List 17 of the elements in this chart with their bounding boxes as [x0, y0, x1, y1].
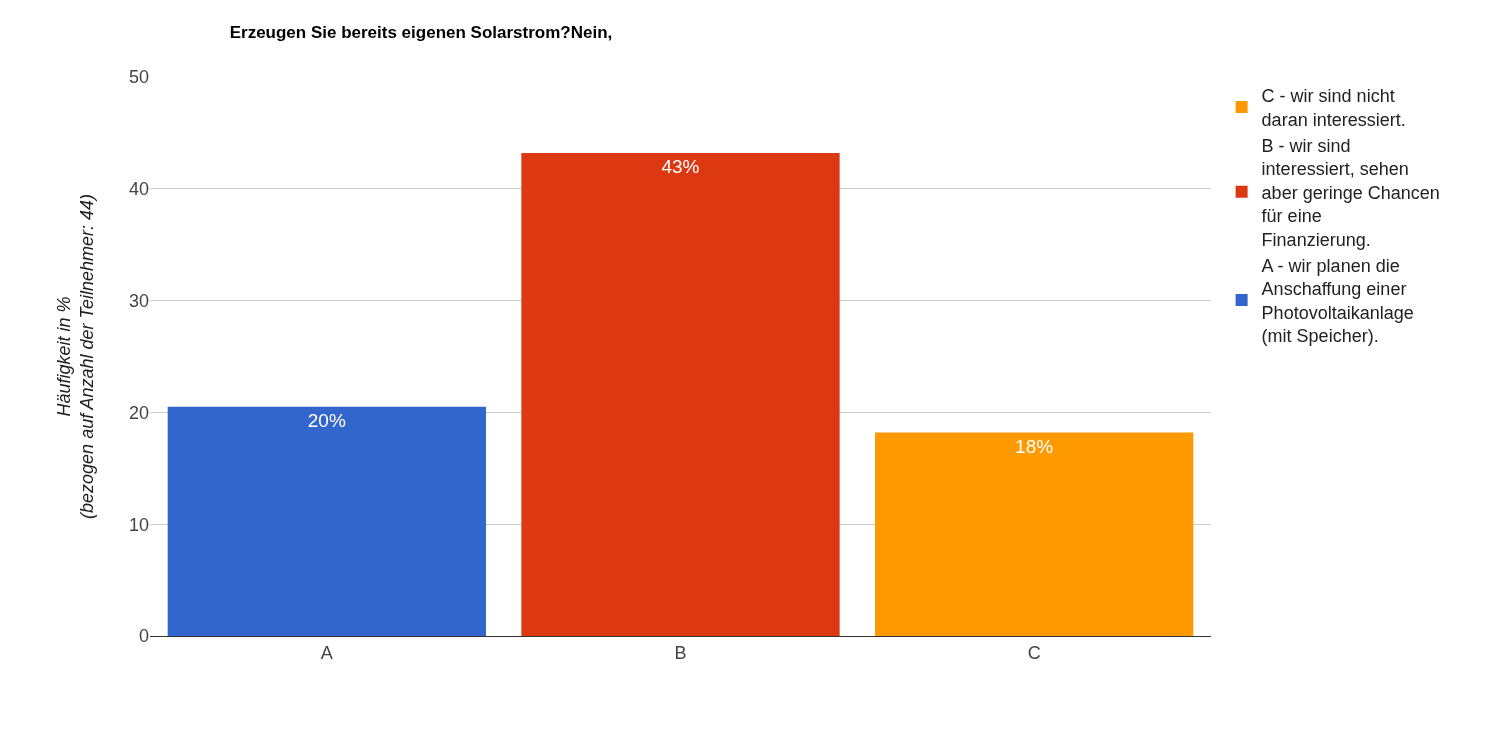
data-label: 43%	[661, 156, 700, 178]
x-tick-label: C	[1027, 642, 1041, 663]
legend-label: A - wir planen die Anschaffung einer Photovoltaikanlage (mit Speicher).	[1261, 256, 1414, 347]
y-tick-label: 20	[128, 402, 149, 423]
legend-label: C - wir sind nicht daran interessiert.	[1261, 86, 1406, 130]
x-tick-label: B	[674, 642, 687, 663]
y-tick-label: 10	[128, 514, 149, 535]
y-tick-label: 50	[128, 67, 149, 88]
y-tick-label: 30	[128, 290, 149, 311]
chart-title: Erzeugen Sie bereits eigenen Solarstrom?Nein,	[229, 23, 613, 43]
data-label: 20%	[307, 409, 346, 431]
y-axis-title: Häufigkeit in % (bezogen auf Anzahl der Teilnehmer: 44)	[53, 194, 98, 519]
y-tick-label: 40	[128, 179, 149, 200]
legend-label: B - wir sind interessiert, sehen aber geringe Chancen für eine Finanzierung.	[1261, 136, 1440, 250]
y-tick-label: 0	[138, 626, 149, 647]
x-tick-label: A	[320, 642, 333, 663]
data-label: 18%	[1015, 435, 1054, 457]
